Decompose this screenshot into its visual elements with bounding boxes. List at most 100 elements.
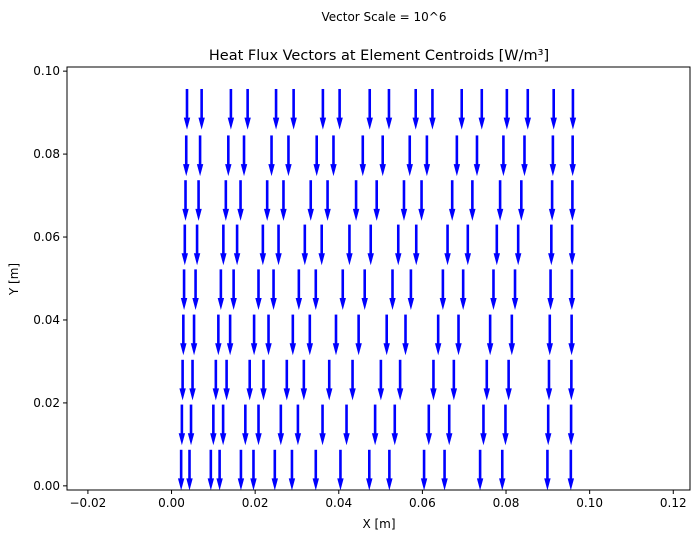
heat-flux-vector	[389, 269, 396, 311]
heat-flux-vector	[230, 269, 237, 311]
heat-flux-vector	[366, 88, 373, 130]
heat-flux-vector	[385, 88, 393, 130]
heat-flux-vector	[233, 224, 241, 266]
heat-flux-vector	[514, 224, 522, 266]
x-tick-label: 0.12	[660, 496, 687, 510]
heat-flux-vector	[283, 359, 290, 401]
heat-flux-vector	[318, 224, 325, 266]
heat-flux-vector	[373, 180, 380, 221]
heat-flux-vector	[225, 135, 232, 177]
heat-flux-vector	[567, 449, 575, 490]
heat-flux-vector	[478, 88, 485, 130]
heat-flux-vector	[568, 314, 575, 356]
heat-flux-vector	[178, 404, 186, 446]
heat-flux-vector	[568, 224, 576, 266]
heat-flux-vector	[450, 359, 458, 401]
heat-flux-vector	[549, 135, 557, 177]
y-axis-label: Y [m]	[7, 263, 21, 296]
heat-flux-vector	[568, 359, 575, 401]
y-tick-label: 0.06	[33, 230, 60, 244]
heat-flux-vector	[418, 180, 425, 221]
chart-title: Heat Flux Vectors at Element Centroids […	[209, 48, 549, 64]
heat-flux-vector	[359, 135, 366, 177]
heat-flux-vector	[511, 269, 519, 311]
heat-flux-vector	[396, 359, 404, 401]
heat-flux-vector	[458, 88, 465, 130]
heat-flux-vector	[395, 224, 402, 266]
heat-flux-vector	[500, 135, 507, 177]
heat-flux-vector	[569, 135, 576, 177]
heat-flux-vector	[222, 180, 230, 221]
heat-flux-vector	[423, 135, 431, 177]
heat-flux-vector	[215, 314, 222, 356]
heat-flux-vector	[367, 224, 374, 266]
heat-flux-vector	[490, 269, 497, 311]
heat-flux-vector	[217, 269, 225, 311]
heat-flux-vector	[400, 180, 408, 221]
heat-flux-vector	[277, 404, 285, 446]
heat-flux-vector	[391, 404, 398, 446]
heat-flux-vector	[379, 135, 386, 177]
heat-flux-vector	[180, 314, 187, 356]
heat-flux-vector	[459, 269, 467, 311]
heat-flux-vector	[402, 314, 409, 356]
heat-flux-vector	[193, 224, 201, 266]
heat-flux-vector	[237, 180, 244, 221]
x-axis-label: X [m]	[362, 517, 395, 531]
heat-flux-vector	[499, 449, 506, 490]
heat-flux-vector	[518, 180, 525, 221]
heat-flux-vector	[412, 88, 419, 130]
heat-flux-vector	[343, 404, 350, 446]
heat-flux-vector	[237, 449, 245, 490]
x-tick-label: 0.06	[409, 496, 436, 510]
heat-flux-vector	[430, 359, 437, 401]
heat-flux-vector	[223, 359, 230, 401]
heat-flux-vector	[180, 269, 188, 311]
heat-flux-vector	[352, 180, 360, 221]
heat-flux-vector	[312, 269, 319, 311]
heat-flux-vector	[271, 449, 279, 490]
heat-flux-vector	[250, 314, 258, 356]
heat-flux-vector	[349, 359, 356, 401]
heat-flux-vector	[246, 359, 253, 401]
heat-flux-vector	[263, 180, 271, 221]
heat-flux-vector	[326, 359, 333, 401]
heat-flux-vector	[190, 314, 198, 356]
heat-flux-vector	[272, 88, 280, 130]
heat-flux-vector	[186, 449, 193, 490]
heat-flux-vector	[270, 269, 277, 311]
y-axis-ticks: 0.00 0.02 0.04 0.06 0.08 0.10	[33, 64, 67, 493]
heat-flux-vector	[546, 314, 553, 356]
heat-flux-vector	[250, 449, 257, 490]
heat-flux-vector	[216, 449, 223, 490]
heat-flux-vector	[255, 269, 262, 311]
y-tick-label: 0.04	[33, 313, 60, 327]
heat-flux-vector	[486, 314, 494, 356]
y-tick-label: 0.02	[33, 396, 60, 410]
heat-flux-vector	[196, 135, 204, 177]
heat-flux-vector	[179, 359, 186, 401]
heat-flux-vector	[307, 180, 314, 221]
heat-flux-vector	[548, 180, 556, 221]
heat-flux-vector	[220, 224, 227, 266]
x-tick-label: 0.00	[158, 496, 185, 510]
heat-flux-vector	[420, 449, 428, 490]
heat-flux-vector	[182, 180, 189, 221]
heat-flux-vector	[569, 88, 577, 130]
heat-flux-vector	[301, 224, 309, 266]
heat-flux-vector	[198, 88, 205, 130]
heat-flux-vector	[455, 314, 462, 356]
heat-flux-vector	[383, 314, 390, 356]
heat-flux-vector	[290, 88, 297, 130]
heat-flux-vector	[319, 88, 327, 130]
heat-flux-vector	[480, 404, 487, 446]
heat-flux-vector	[212, 359, 220, 401]
heat-flux-vector	[464, 224, 471, 266]
heat-flux-vector	[503, 88, 511, 130]
heat-flux-vector	[550, 88, 557, 130]
heat-flux-vector	[545, 359, 553, 401]
heat-flux-vector	[429, 88, 436, 130]
heat-flux-vector	[288, 449, 296, 490]
heat-flux-vector	[469, 180, 476, 221]
heat-flux-vector	[319, 404, 326, 446]
